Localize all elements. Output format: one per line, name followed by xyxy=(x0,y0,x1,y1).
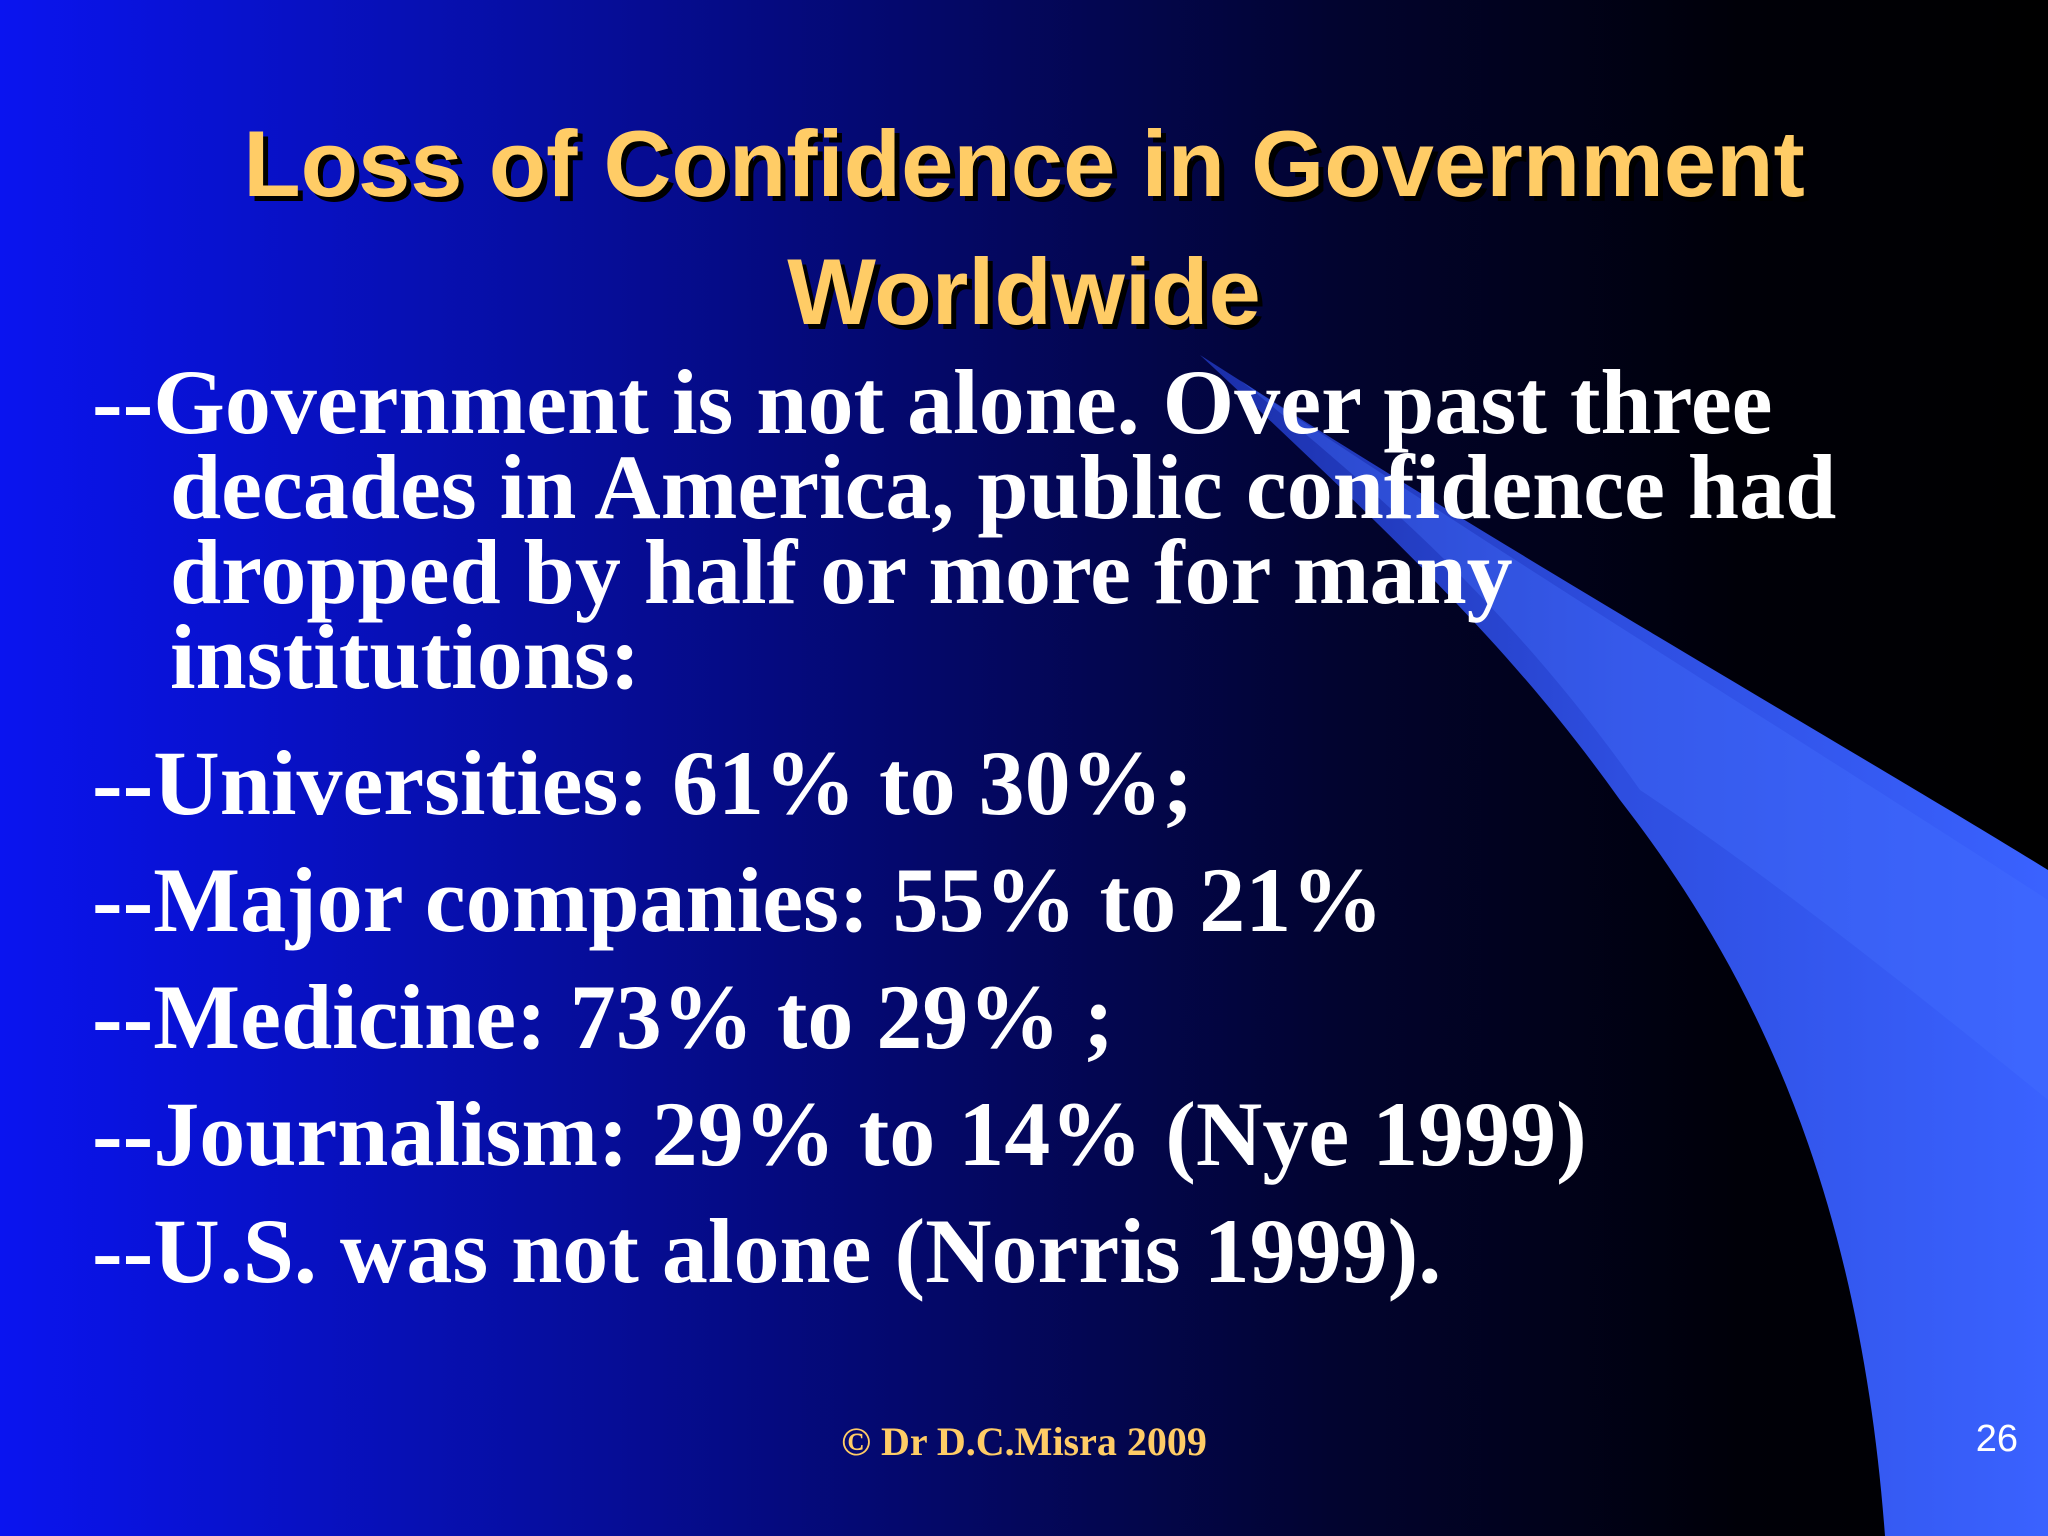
bullet-us-not-alone: --U.S. was not alone (Norris 1999). xyxy=(92,1200,1442,1302)
intro-paragraph: --Government is not alone. Over past thr… xyxy=(92,351,1837,708)
slide-number: 26 xyxy=(1975,1418,2018,1460)
title-line-2: Worldwide xyxy=(787,239,1261,344)
footer-copyright: © Dr D.C.Misra 2009 xyxy=(841,1419,1207,1464)
swoosh-shape xyxy=(1200,355,2048,1536)
bullet-universities: --Universities: 61% to 30%; xyxy=(92,732,1194,834)
bullet-medicine: --Medicine: 73% to 29% ; xyxy=(92,966,1114,1068)
bullet-major-companies: --Major companies: 55% to 21% xyxy=(92,849,1384,951)
slide-body: --Government is not alone. Over past thr… xyxy=(92,351,1892,1310)
slide-title: Loss of Confidence in Government Worldwi… xyxy=(0,100,2048,356)
bullet-journalism: --Journalism: 29% to 14% (Nye 1999) xyxy=(92,1083,1587,1185)
swoosh-highlight xyxy=(1240,380,2048,1100)
title-line-1: Loss of Confidence in Government xyxy=(243,111,1805,216)
